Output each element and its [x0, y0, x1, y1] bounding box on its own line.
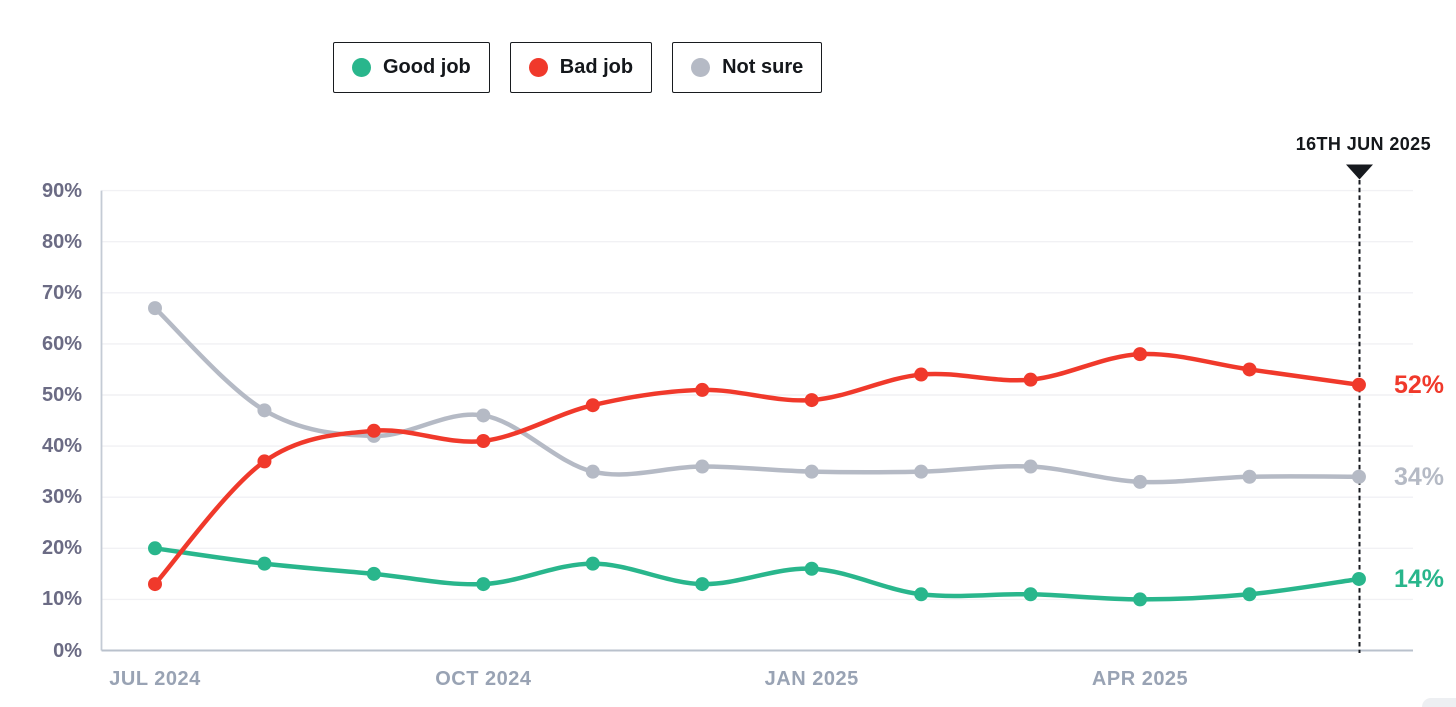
- not-sure-point-jan-2025[interactable]: [804, 464, 819, 479]
- y-tick-label-70: 70%: [41, 281, 82, 304]
- good-job-end-value: 14%: [1394, 564, 1445, 593]
- bad-job-line: [152, 351, 1362, 587]
- bad-job-point-nov-2024[interactable]: [585, 398, 600, 413]
- bad-job-point-jun-2025[interactable]: [1351, 377, 1366, 392]
- good-job-point-jun-2025[interactable]: [1351, 571, 1366, 586]
- y-tick-label-90: 90%: [41, 179, 82, 202]
- not-sure-point-dec-2024[interactable]: [695, 459, 710, 474]
- good-job-point-feb-2025[interactable]: [914, 587, 929, 602]
- annotation-triangle-icon: [1346, 164, 1373, 180]
- x-tick-label-apr-2025: APR 2025: [1091, 668, 1189, 690]
- good-job-point-may-2025[interactable]: [1242, 587, 1257, 602]
- good-job-point-aug-2024[interactable]: [257, 556, 272, 571]
- legend-dot-icon: [691, 58, 711, 77]
- bad-job-point-oct-2024[interactable]: [476, 433, 491, 448]
- not-sure-point-mar-2025[interactable]: [1023, 459, 1038, 474]
- good-job-line: [152, 546, 1362, 602]
- good-job-point-mar-2025[interactable]: [1023, 587, 1038, 602]
- legend-item-label: Not sure: [722, 56, 804, 78]
- not-sure-point-nov-2024[interactable]: [585, 464, 600, 479]
- good-job-point-dec-2024[interactable]: [695, 577, 710, 592]
- legend-item-label: Good job: [383, 56, 471, 78]
- legend-item-label: Bad job: [559, 56, 634, 78]
- y-tick-label-10: 10%: [41, 588, 82, 611]
- cropped-card-corner: [1422, 698, 1456, 707]
- y-tick-label-20: 20%: [41, 537, 82, 560]
- legend-item-bad-job[interactable]: Bad job: [509, 42, 653, 93]
- bad-job-end-value: 52%: [1394, 370, 1445, 399]
- y-tick-label-30: 30%: [41, 486, 82, 509]
- y-tick-label-0: 0%: [53, 639, 82, 662]
- bad-job-point-jan-2025[interactable]: [804, 393, 819, 408]
- x-tick-label-jan-2025: JAN 2025: [764, 668, 859, 690]
- good-job-point-oct-2024[interactable]: [476, 577, 491, 592]
- legend-dot-icon: [352, 58, 371, 77]
- bad-job-point-aug-2024[interactable]: [257, 454, 272, 469]
- annotation-date-label: 16TH JUN 2025: [1295, 134, 1431, 154]
- good-job-point-apr-2025[interactable]: [1133, 592, 1148, 607]
- not-sure-point-apr-2025[interactable]: [1133, 474, 1148, 489]
- not-sure-point-jul-2024[interactable]: [148, 301, 162, 316]
- not-sure-point-may-2025[interactable]: [1242, 469, 1257, 484]
- good-job-point-jan-2025[interactable]: [804, 561, 819, 576]
- legend: Good job Bad job Not sure: [333, 42, 823, 93]
- not-sure-point-feb-2025[interactable]: [914, 464, 929, 479]
- y-tick-label-60: 60%: [41, 332, 82, 355]
- bad-job-point-mar-2025[interactable]: [1023, 372, 1038, 387]
- bad-job-point-may-2025[interactable]: [1242, 362, 1257, 377]
- not-sure-point-oct-2024[interactable]: [476, 408, 491, 423]
- not-sure-point-aug-2024[interactable]: [257, 403, 272, 418]
- bad-job-point-jul-2024[interactable]: [148, 577, 162, 592]
- good-job-point-jul-2024[interactable]: [148, 541, 162, 556]
- y-tick-label-40: 40%: [41, 435, 82, 458]
- x-tick-label-oct-2024: OCT 2024: [435, 668, 532, 690]
- legend-item-good-job[interactable]: Good job: [333, 42, 490, 93]
- good-job-point-sep-2024[interactable]: [366, 566, 381, 581]
- bad-job-point-feb-2025[interactable]: [914, 367, 929, 382]
- bad-job-point-dec-2024[interactable]: [695, 382, 710, 397]
- legend-item-not-sure[interactable]: Not sure: [672, 42, 823, 93]
- y-tick-label-50: 50%: [41, 384, 82, 406]
- bad-job-point-sep-2024[interactable]: [366, 423, 381, 438]
- not-sure-end-value: 34%: [1394, 462, 1445, 491]
- y-tick-label-80: 80%: [41, 230, 82, 253]
- not-sure-point-jun-2025[interactable]: [1351, 469, 1366, 484]
- x-tick-label-jul-2024: JUL 2024: [109, 668, 201, 690]
- good-job-point-nov-2024[interactable]: [585, 556, 600, 571]
- bad-job-point-apr-2025[interactable]: [1133, 347, 1148, 362]
- legend-dot-icon: [528, 58, 548, 77]
